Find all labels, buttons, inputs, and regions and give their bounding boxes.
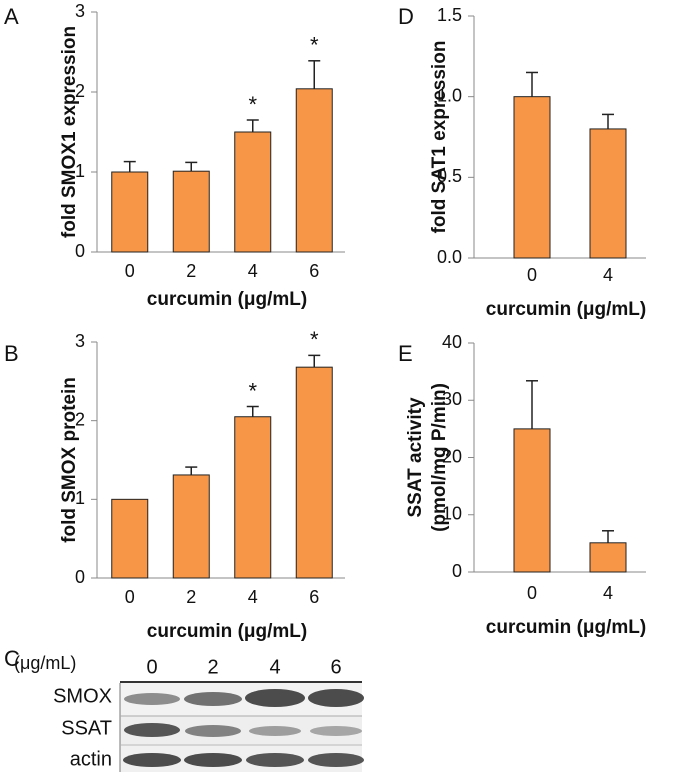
bar	[172, 474, 210, 579]
error-bar	[308, 60, 321, 89]
bar	[513, 428, 551, 573]
western-blot: C (μg/mL)	[4, 646, 364, 772]
y-tick-label: 2	[75, 81, 85, 101]
y-tick-label: 30	[442, 389, 462, 409]
y-axis-label: (pmol/mg P/min)	[429, 383, 450, 532]
x-tick-label: 6	[309, 587, 319, 607]
band	[249, 726, 301, 736]
x-tick-label: 0	[527, 265, 537, 285]
bar	[513, 96, 551, 259]
error-bar	[526, 71, 538, 97]
row-label: SMOX	[53, 685, 112, 707]
bar	[234, 416, 272, 579]
band	[308, 689, 364, 707]
y-tick-label: 1	[75, 488, 85, 508]
band	[184, 753, 242, 767]
y-axis-label: fold SMOX1 expression	[59, 26, 80, 238]
y-axis-label: fold SMOX protein	[59, 377, 80, 543]
y-tick-label: 20	[442, 446, 462, 466]
error-bar	[185, 466, 198, 475]
x-tick-label: 4	[603, 583, 613, 603]
x-axis-label: curcumin (μg/mL)	[486, 617, 646, 638]
blot-unit: (μg/mL)	[14, 653, 76, 673]
error-bar	[246, 405, 259, 417]
band	[245, 689, 305, 707]
x-tick-label: 4	[248, 587, 258, 607]
y-tick-label: 40	[442, 332, 462, 352]
y-tick-label: 10	[442, 504, 462, 524]
row-label: actin	[70, 748, 112, 770]
panel: D 0.0 0.5 1.0 1.5 fold SAT1 expression curcumi…	[398, 4, 646, 320]
row-label: SSAT	[61, 717, 112, 739]
significance-marker: *	[310, 327, 319, 352]
bar	[234, 131, 272, 253]
panel: A 0 1 2 3 fold SMOX1 expression curcumin (μg/m…	[4, 1, 345, 310]
y-tick-label: 2	[75, 409, 85, 429]
band	[123, 753, 181, 767]
x-tick-label: 4	[248, 261, 258, 281]
x-tick-label: 0	[125, 261, 135, 281]
error-bar	[246, 119, 259, 132]
band	[185, 725, 241, 737]
x-axis-label: curcumin (μg/mL)	[486, 299, 646, 320]
x-tick-label: 2	[186, 261, 196, 281]
y-tick-label: 1	[75, 161, 85, 181]
bar	[111, 498, 149, 579]
y-tick-label: 3	[75, 331, 85, 351]
band	[124, 693, 180, 705]
panel-letter: C	[4, 646, 20, 671]
x-axis-label: curcumin (μg/mL)	[147, 621, 307, 642]
y-tick-label: 0	[452, 561, 462, 581]
band	[184, 692, 242, 706]
y-axis-label: fold SAT1 expression	[429, 41, 450, 234]
error-bar	[602, 530, 614, 543]
error-bar	[123, 160, 136, 172]
significance-marker: *	[248, 92, 257, 117]
y-tick-label: 0.0	[437, 247, 462, 267]
band	[308, 753, 364, 767]
significance-marker: *	[248, 378, 257, 403]
y-tick-label: 3	[75, 1, 85, 21]
bar	[172, 170, 210, 253]
x-tick-label: 0	[125, 587, 135, 607]
bar	[111, 171, 149, 253]
panel-letter: E	[398, 341, 413, 366]
y-axis-label: SSAT activity	[405, 397, 426, 517]
panel-letter: D	[398, 4, 414, 29]
y-tick-label: 0	[75, 241, 85, 261]
error-bar	[526, 380, 538, 429]
x-tick-label: 0	[527, 583, 537, 603]
x-tick-label: 6	[309, 261, 319, 281]
x-tick-label: 4	[603, 265, 613, 285]
x-axis-label: curcumin (μg/mL)	[147, 289, 307, 310]
lane-label: 2	[207, 656, 218, 678]
band	[246, 753, 304, 767]
panel-letter: A	[4, 4, 19, 29]
y-tick-label: 1.0	[437, 85, 462, 105]
bar	[295, 366, 333, 579]
bands	[123, 689, 364, 767]
significance-marker: *	[310, 33, 319, 58]
lane-label: 4	[269, 656, 280, 678]
band	[310, 726, 362, 736]
lane-label: 6	[330, 656, 341, 678]
y-tick-label: 1.5	[437, 5, 462, 25]
error-bar	[602, 113, 614, 129]
bar	[589, 542, 627, 573]
panel-letter: B	[4, 341, 19, 366]
band	[124, 723, 180, 737]
bar	[295, 88, 333, 253]
error-bar	[308, 354, 321, 368]
y-tick-label: 0	[75, 567, 85, 587]
bar	[589, 128, 627, 259]
x-tick-label: 2	[186, 587, 196, 607]
lane-label: 0	[146, 656, 157, 678]
panel: B 0 1 2 3 fold SMOX protein curcumin (μg/mL) 0 2…	[4, 327, 345, 642]
error-bar	[185, 161, 198, 172]
y-tick-label: 0.5	[437, 166, 462, 186]
